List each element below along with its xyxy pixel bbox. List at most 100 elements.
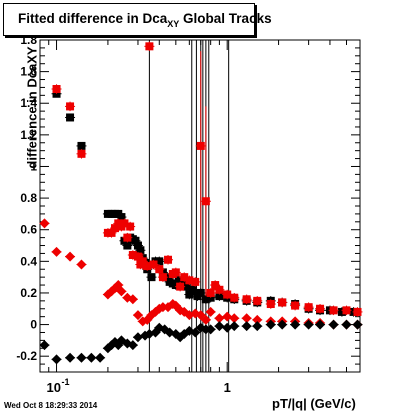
data-point xyxy=(155,257,164,266)
title-box: Fitted difference in DcaXY Global Tracks xyxy=(3,3,272,36)
data-point xyxy=(185,290,194,299)
data-point xyxy=(277,319,288,330)
data-point xyxy=(39,218,50,229)
data-point xyxy=(315,319,326,330)
data-point xyxy=(266,300,275,309)
data-point xyxy=(303,319,314,330)
data-point xyxy=(329,306,338,315)
data-point xyxy=(110,224,119,233)
data-point xyxy=(190,327,201,338)
data-point xyxy=(201,295,210,304)
data-point xyxy=(133,241,142,250)
title-suffix: Global Tracks xyxy=(179,11,272,26)
data-point xyxy=(205,306,216,317)
data-point xyxy=(188,285,197,294)
data-point xyxy=(352,319,363,330)
y-tick-label: 1.2 xyxy=(20,128,37,142)
y-tick-label: 1.8 xyxy=(20,33,37,47)
data-point xyxy=(66,102,75,111)
data-point xyxy=(252,314,263,325)
data-point xyxy=(147,273,156,282)
data-point xyxy=(230,293,239,302)
data-point xyxy=(52,85,61,94)
data-point xyxy=(77,149,86,158)
data-point xyxy=(241,321,252,332)
data-point xyxy=(211,281,220,290)
x-tick-label: 1 xyxy=(224,380,231,395)
data-point xyxy=(158,273,167,282)
y-tick-label: -0.2 xyxy=(16,349,37,363)
x-tick-label-exponent: -1 xyxy=(62,377,70,387)
data-point xyxy=(171,268,180,277)
data-point xyxy=(196,141,205,150)
data-point xyxy=(123,233,132,242)
x-tick-label: 10 xyxy=(47,380,61,395)
data-point xyxy=(205,324,216,335)
data-point xyxy=(291,301,300,310)
data-point xyxy=(171,281,180,290)
data-point xyxy=(342,306,351,315)
data-point xyxy=(316,304,325,313)
data-point xyxy=(196,288,205,297)
data-point xyxy=(222,322,233,333)
data-point xyxy=(253,296,262,305)
data-point xyxy=(223,290,232,299)
data-point xyxy=(164,255,173,264)
data-point xyxy=(337,307,346,316)
data-point xyxy=(39,340,50,351)
y-tick-label: 1.4 xyxy=(20,96,37,110)
data-point xyxy=(123,241,132,250)
data-point xyxy=(128,251,137,260)
y-tick-label: 0.4 xyxy=(20,254,37,268)
timestamp: Wed Oct 8 18:29:33 2014 xyxy=(4,401,98,410)
data-point xyxy=(215,292,224,301)
data-point xyxy=(149,260,158,269)
data-point xyxy=(265,319,276,330)
data-point xyxy=(222,311,233,322)
data-point xyxy=(304,303,313,312)
data-point xyxy=(252,321,263,332)
data-point xyxy=(145,42,154,51)
data-point xyxy=(182,282,191,291)
data-point xyxy=(157,302,168,313)
data-point xyxy=(242,295,251,304)
data-point xyxy=(174,276,183,285)
x-axis-label: pT/|q| (GeV/c) xyxy=(272,396,356,411)
data-point xyxy=(51,354,62,365)
data-point xyxy=(131,236,140,245)
y-tick-label: 0.8 xyxy=(20,191,37,205)
data-point xyxy=(138,257,147,266)
data-point xyxy=(143,262,152,271)
data-point xyxy=(229,313,240,324)
chart-title: Fitted difference in DcaXY Global Tracks xyxy=(18,11,272,29)
data-point xyxy=(86,352,97,363)
data-point xyxy=(120,219,129,228)
data-point xyxy=(191,277,200,286)
data-point xyxy=(133,252,142,261)
data-point xyxy=(65,251,76,262)
data-point xyxy=(341,319,352,330)
data-point xyxy=(241,313,252,324)
data-point xyxy=(76,259,87,270)
data-point xyxy=(155,265,164,274)
data-point xyxy=(117,213,126,222)
data-point xyxy=(176,282,185,291)
data-point xyxy=(278,298,287,307)
y-tick-label: 0.2 xyxy=(20,286,37,300)
data-point xyxy=(107,228,116,237)
data-point xyxy=(200,314,211,325)
data-point xyxy=(215,285,224,294)
data-point xyxy=(77,141,86,150)
data-point xyxy=(132,310,143,321)
data-point xyxy=(66,113,75,122)
data-point xyxy=(201,197,210,206)
data-point xyxy=(95,352,106,363)
data-point xyxy=(328,319,339,330)
data-point xyxy=(214,313,225,324)
data-point xyxy=(185,276,194,285)
y-axis-label: difference in DcaXY xyxy=(24,46,40,169)
data-point xyxy=(290,319,301,330)
data-point xyxy=(76,352,87,363)
data-point xyxy=(126,222,135,231)
y-tick-label: 0.6 xyxy=(20,223,37,237)
